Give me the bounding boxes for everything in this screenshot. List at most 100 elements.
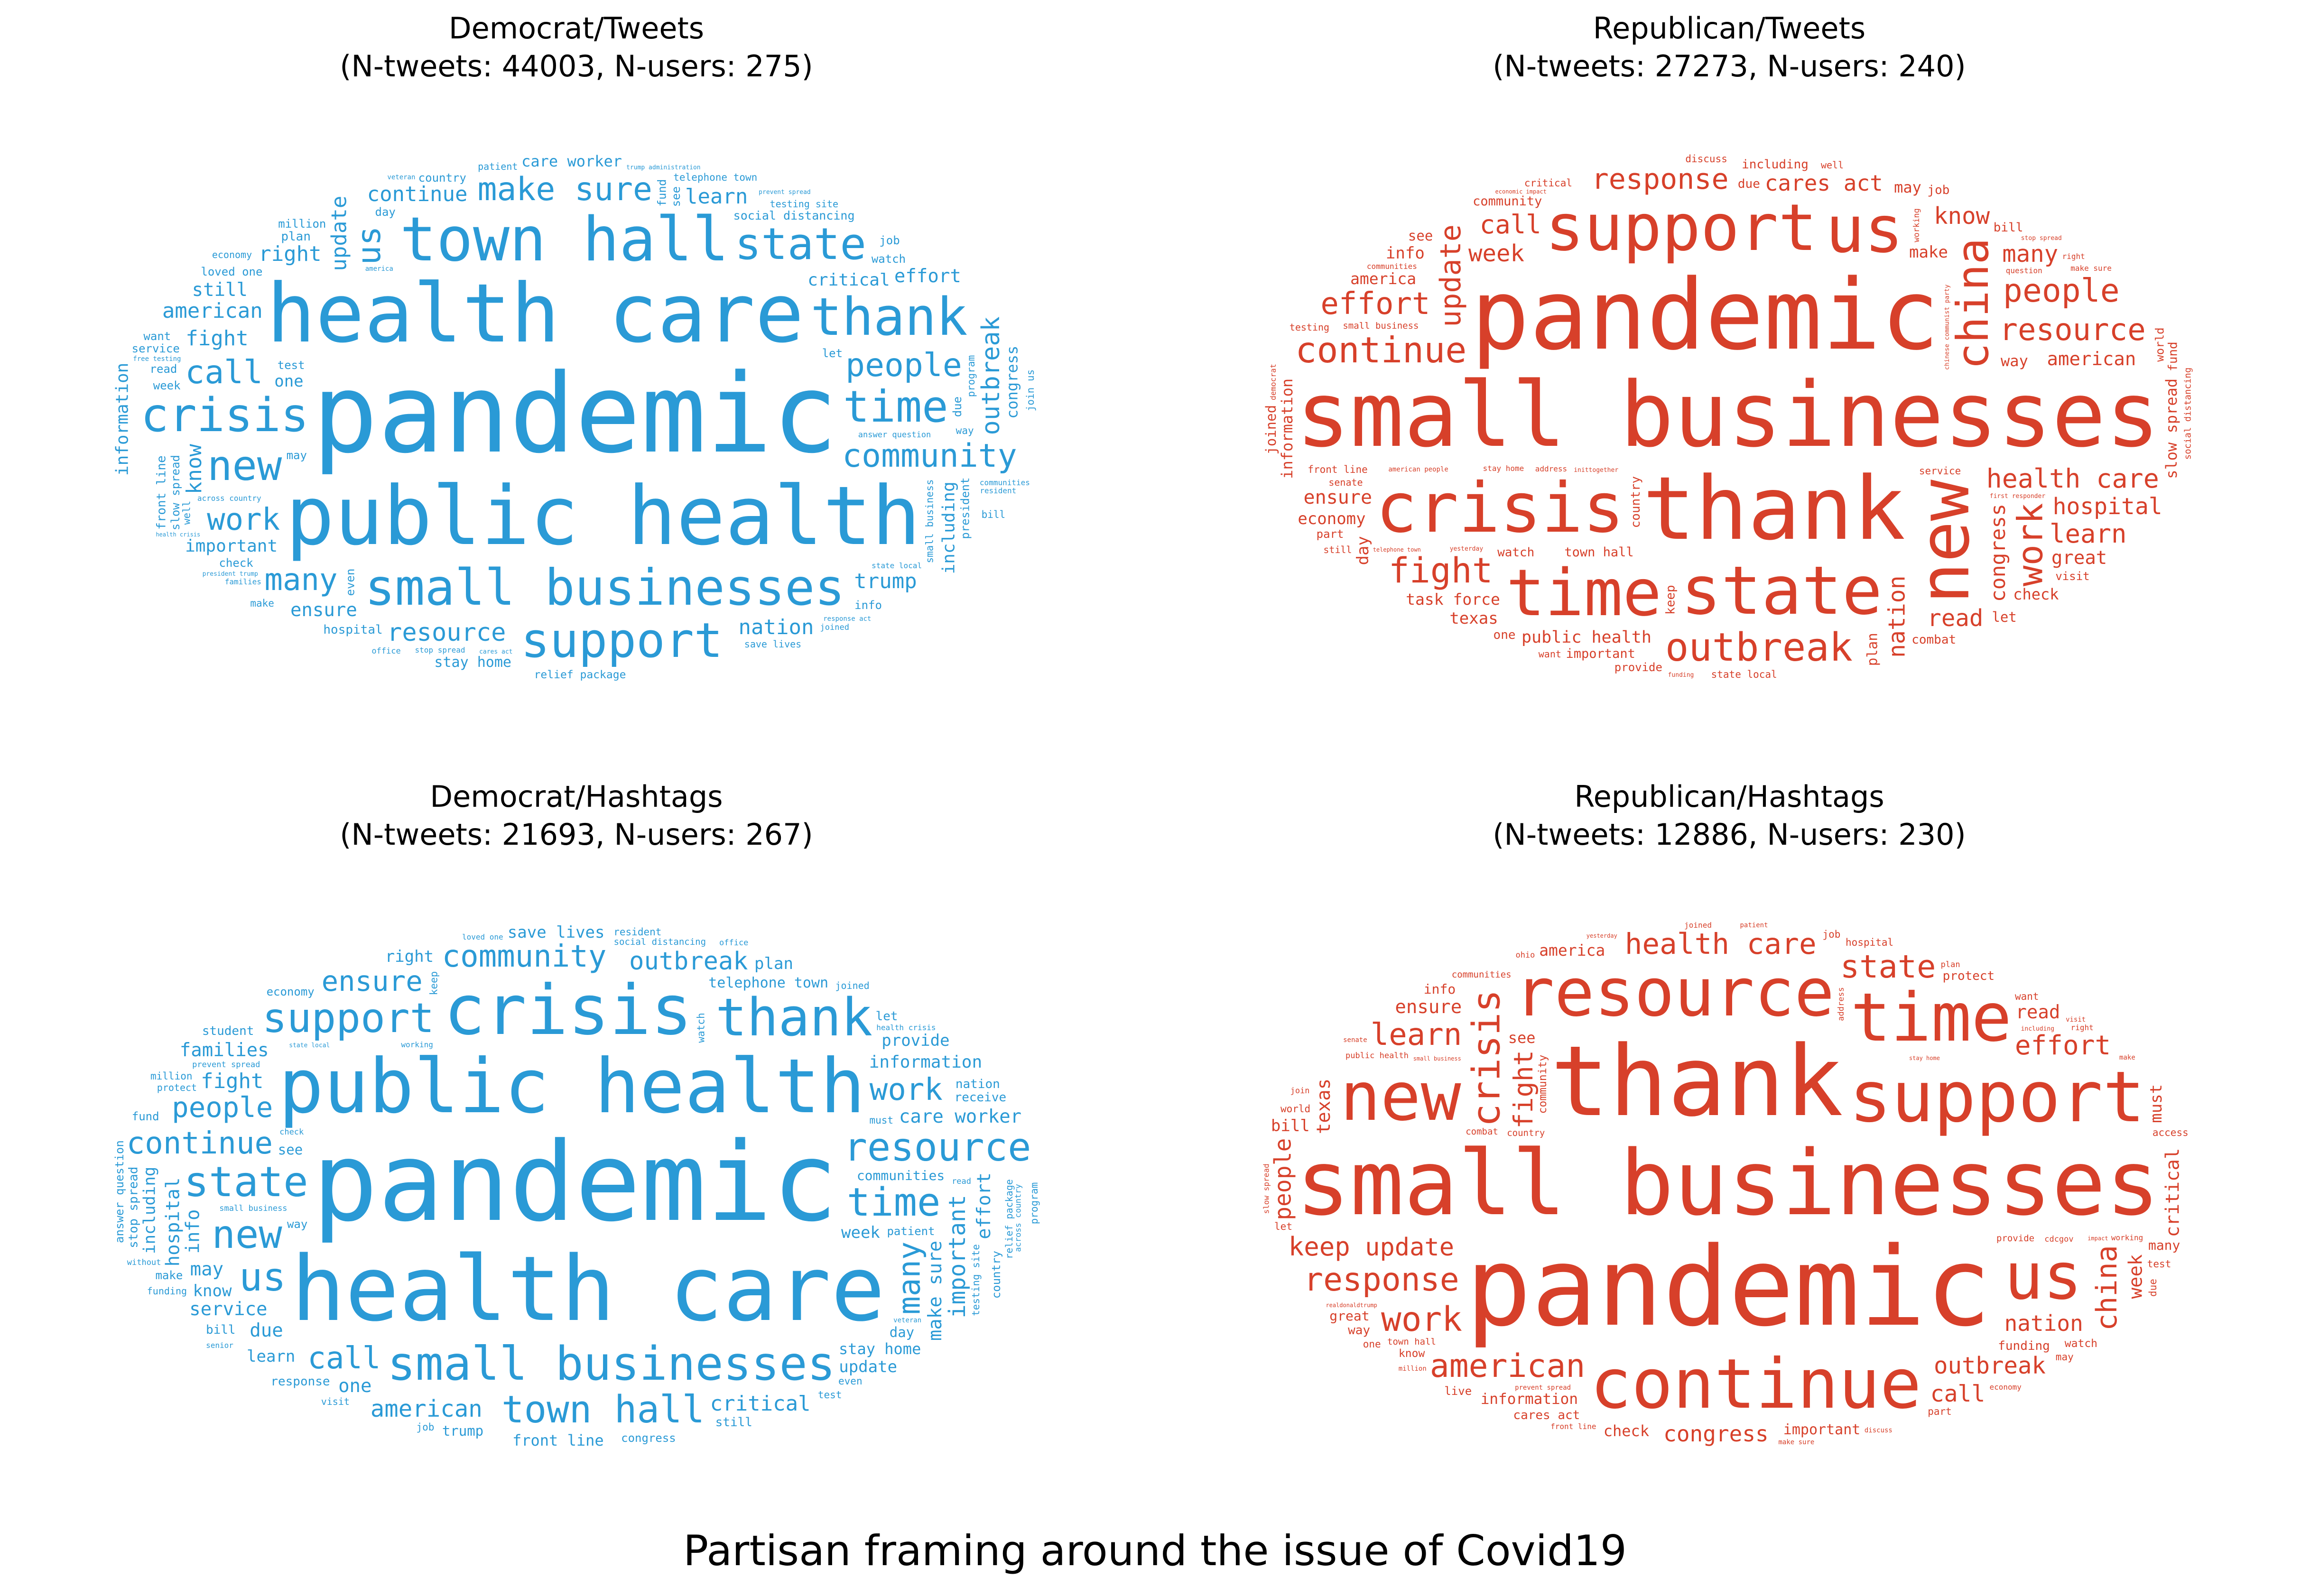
word-support: support [1849,1056,2145,1138]
word-us: us [351,226,389,265]
word-joined: joined [835,980,870,992]
word-including: including [140,1166,159,1254]
word-relief-package: relief package [1003,1179,1015,1259]
word-bill: bill [1271,1116,1310,1136]
word-cares-act: cares act [479,648,513,655]
word-test: test [2147,1258,2171,1270]
word-working: working [1911,208,1921,242]
word-free-testing: free testing [133,355,181,363]
word-critical: critical [807,270,890,290]
word-democrat: democrat [1268,363,1278,400]
word-day: day [889,1324,915,1340]
word-outbreak: outbreak [1934,1352,2046,1380]
word-community: community [1473,194,1542,209]
word-president: president [958,477,972,539]
word-country: country [418,171,466,185]
word-keep: keep [1663,585,1678,615]
word-due: due [1737,176,1760,191]
word-crisis: crisis [140,388,309,443]
word-small-businesses: small businesses [1296,1131,2160,1236]
word-care-worker: care worker [899,1106,1022,1127]
word-keep: keep [1288,1232,1350,1262]
word-still: still [715,1415,752,1430]
word-job: job [1822,928,1841,940]
word-stop-spread: stop spread [126,1166,140,1248]
word-well: well [181,500,193,525]
word-plan: plan [754,954,793,973]
word-community: community [1537,1055,1549,1114]
word-access: access [2152,1126,2189,1138]
word-outbreak: outbreak [1665,625,1853,671]
word-public-health: public health [1521,627,1651,647]
word-critical: critical [710,1392,811,1416]
word-effort: effort [894,266,961,287]
word-way: way [2001,351,2028,370]
word-small-businesses: small businesses [387,1337,835,1391]
word-continue: continue [126,1126,273,1161]
word-many: many [264,562,338,598]
word-provide: provide [1996,1233,2035,1244]
word-watch: watch [871,252,906,266]
word-day: day [375,205,396,219]
word-hospital: hospital [162,1177,184,1266]
word-american: american [1429,1347,1586,1385]
word-including: including [2021,1025,2055,1033]
word-due: due [2147,1278,2159,1297]
word-response: response [270,1375,330,1389]
word-american-people: american people [1388,466,1448,474]
word-even: even [343,568,357,596]
word-small-business: small business [1413,1055,1461,1062]
word-front-line: front line [1308,463,1368,475]
word-due: due [250,1319,283,1341]
word-important: important [944,1194,971,1318]
word-working: working [2111,1233,2143,1242]
word-live: live [1444,1384,1472,1398]
word-learn: learn [1370,1017,1462,1053]
word-make: make [2119,1053,2135,1061]
word-economy: economy [1298,509,1366,528]
word-relief-package: relief package [534,668,626,681]
word-stop-spread: stop spread [2021,235,2062,242]
word-nation: nation [738,615,814,640]
wordcloud-panel-republican-hashtags: Republican/Hashtags (N-tweets: 12886, N-… [1153,768,2306,1551]
word-program: program [965,355,977,397]
word-american: american [2047,348,2136,370]
word-still: still [1323,544,1352,555]
word-china: china [1948,238,1999,370]
word-nation: nation [2004,1310,2083,1337]
word-joined: joined [1263,405,1280,455]
word-let: let [1274,1221,1292,1233]
word-one: one [274,371,304,391]
figure-title: Partisan framing around the issue of Cov… [683,1526,1627,1575]
word-health-care: health care [1986,463,2159,494]
word-work: work [1381,1299,1462,1339]
word-bill: bill [981,508,1006,520]
word-may: may [2055,1351,2074,1363]
word-service: service [189,1298,268,1320]
word-veteran: veteran [387,173,416,181]
word-china: china [2090,1245,2124,1331]
word-resource: resource [1514,954,1835,1032]
word-time: time [846,1180,941,1225]
word-one: one [1363,1338,1381,1350]
panel-title: Democrat/Hashtags (N-tweets: 21693, N-us… [0,778,1153,854]
word-protect: protect [1942,969,1995,984]
word-combat: combat [1911,633,1957,647]
word-care-worker: care worker [521,152,622,170]
word-work: work [869,1072,943,1107]
panel-subtitle: (N-tweets: 44003, N-users: 275) [340,49,813,83]
word-working: working [401,1040,433,1049]
word-small-businesses: small businesses [1296,362,2160,467]
word-funding: funding [1998,1339,2050,1354]
word-even: even [838,1375,863,1387]
word-make: make [155,1268,183,1282]
word-ensure: ensure [290,599,357,621]
word-update: update [327,195,352,271]
word-call: call [1930,1381,1985,1408]
word-effort: effort [2014,1030,2111,1061]
word-country: country [1507,1127,1545,1138]
word-prevent-spread: prevent spread [1515,1384,1571,1392]
word-cares-act: cares act [1513,1408,1580,1422]
word-information: information [1278,378,1297,479]
panel-title: Democrat/Tweets (N-tweets: 44003, N-user… [0,9,1153,85]
